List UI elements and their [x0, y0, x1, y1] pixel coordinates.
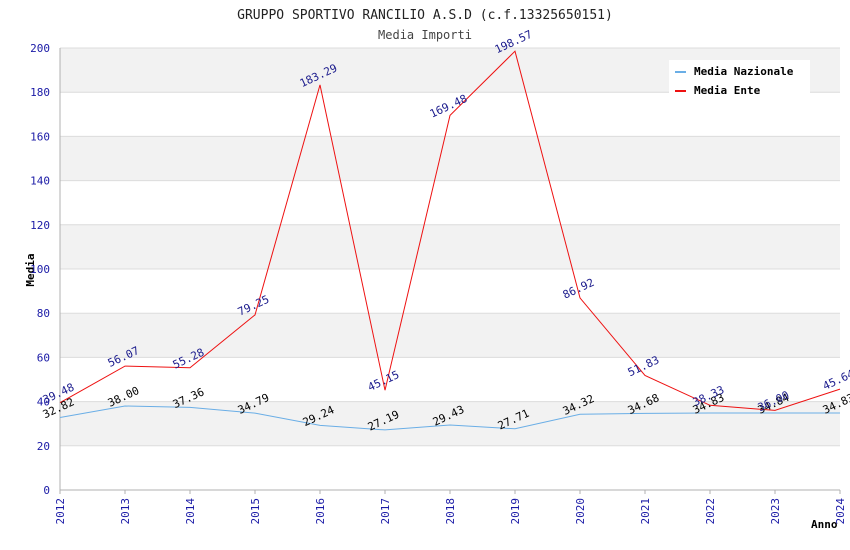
grid-band [60, 136, 840, 181]
x-tick-label: 2024 [834, 498, 847, 525]
x-tick-label: 2013 [119, 498, 132, 525]
x-tick-label: 2018 [444, 498, 457, 525]
legend-label-nazionale: Media Nazionale [694, 65, 794, 78]
y-tick-label: 140 [30, 175, 50, 188]
grid-bands [60, 48, 840, 446]
data-label: 86.92 [561, 276, 597, 302]
chart-title: GRUPPO SPORTIVO RANCILIO A.S.D (c.f.1332… [237, 8, 613, 23]
grid-band [60, 313, 840, 358]
series-line-nazionale [59, 405, 840, 431]
data-label: 45.64 [821, 367, 850, 393]
y-tick-label: 20 [37, 440, 50, 453]
y-tick-labels: 0 20 40 60 80 100 120 140 160 180 200 [30, 42, 50, 497]
y-tick-label: 200 [30, 42, 50, 55]
y-tick-label: 160 [30, 130, 50, 143]
y-axis-label: Media [24, 253, 37, 286]
x-tick-label: 2019 [509, 498, 522, 525]
legend-box [669, 60, 810, 100]
grid-band [60, 224, 840, 269]
x-tick-labels: 2012 2013 2014 2015 2016 2017 2018 2019 2020 2021… [54, 498, 847, 525]
x-axis-label: Anno [811, 518, 838, 531]
chart-subtitle: Media Importi [378, 28, 472, 42]
x-tick-label: 2023 [769, 498, 782, 525]
y-tick-label: 120 [30, 219, 50, 232]
y-tick-label: 40 [37, 396, 50, 409]
x-tick-label: 2014 [184, 498, 197, 525]
y-tick-label: 0 [43, 484, 50, 497]
series-line-ente [59, 50, 841, 411]
x-tick-label: 2017 [379, 498, 392, 525]
gridlines [59, 47, 841, 494]
data-label: 45.15 [366, 368, 402, 394]
x-tick-label: 2015 [249, 498, 262, 525]
y-tick-label: 80 [37, 307, 50, 320]
data-label: 169.48 [428, 92, 470, 121]
x-tick-label: 2016 [314, 498, 327, 525]
y-tick-label: 180 [30, 86, 50, 99]
grid-band [60, 401, 840, 446]
x-tick-label: 2022 [704, 498, 717, 525]
series-lines [59, 50, 841, 431]
legend-label-ente: Media Ente [694, 84, 761, 97]
y-tick-label: 100 [30, 263, 50, 276]
x-tick-label: 2021 [639, 498, 652, 525]
y-tick-label: 60 [37, 351, 50, 364]
x-tick-label: 2012 [54, 498, 67, 525]
x-tick-label: 2020 [574, 498, 587, 525]
legend: Media Nazionale Media Ente [669, 60, 810, 100]
